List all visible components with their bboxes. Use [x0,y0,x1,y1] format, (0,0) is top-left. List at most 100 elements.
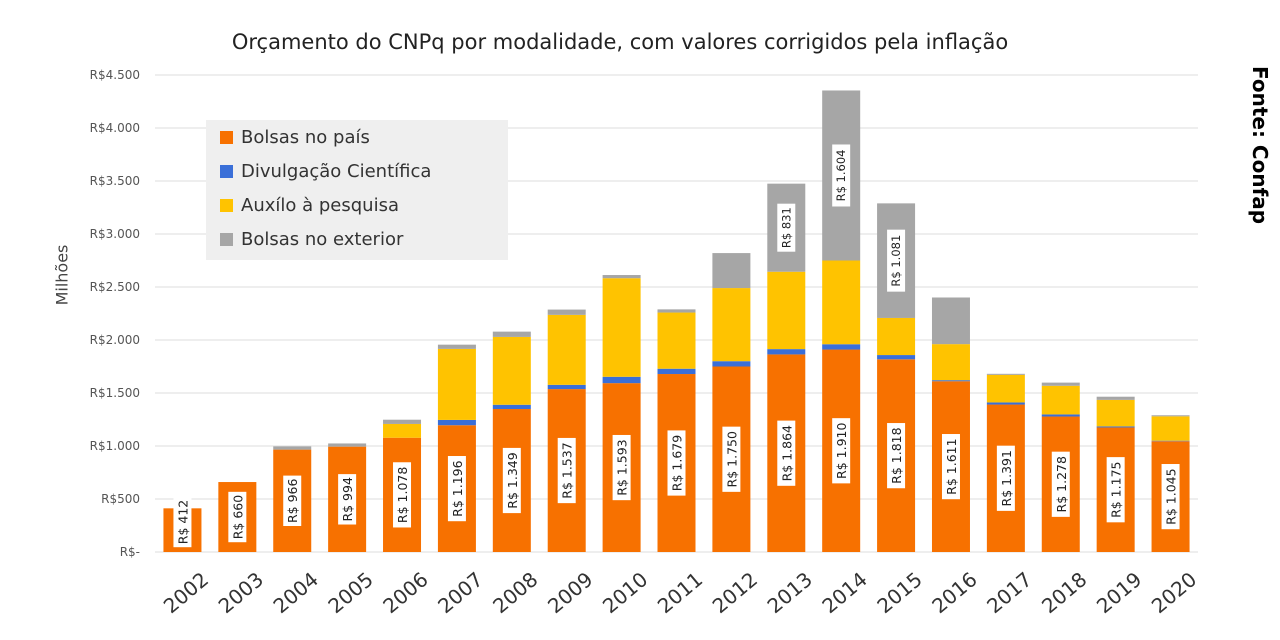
legend-item-bolsas-pais: Bolsas no país [220,124,370,150]
y-tick-label: R$4.500 [90,68,140,82]
bar-segment-auxilio [712,288,751,362]
bar-segment-divulgacao [822,344,861,350]
x-tick-label: 2016 [927,567,981,618]
bar-segment-auxilio [931,344,970,381]
legend-item-divulgacao: Divulgação Científica [220,158,431,184]
bar-segment-divulgacao [931,380,970,382]
x-tick-label: 2019 [1092,567,1146,618]
bar-segment-exterior [712,253,751,289]
source-label: Fonte: Confap [1248,66,1272,225]
data-label: R$ 1.679 [667,430,686,496]
bar-segment-divulgacao [986,402,1025,405]
x-tick-label: 2017 [982,567,1036,618]
data-label-text: R$ 1.537 [560,442,575,498]
data-label-text: R$ 1.391 [999,450,1014,506]
bar-segment-divulgacao [712,361,751,367]
bar-segment-divulgacao [877,355,916,360]
bar-segment-auxilio [767,271,806,350]
data-label-box [447,456,466,522]
bar-segment-exterior [547,309,586,315]
data-label-box [832,418,851,484]
x-tick-label: 2004 [269,567,323,618]
data-label: R$ 1.611 [941,434,960,500]
legend-label: Auxílo à pesquisa [241,194,399,216]
data-label-text: R$ 1.679 [670,435,685,491]
bar-segment-divulgacao [1151,440,1190,442]
x-tick-label: 2007 [433,567,487,618]
x-tick-label: 2010 [598,567,652,618]
bar-segment-exterior [931,297,970,345]
bar-segment-divulgacao [767,349,806,355]
data-label-text: R$ 660 [230,495,245,540]
x-tick-label: 2002 [159,567,213,618]
data-label-text: R$ 1.278 [1054,456,1069,512]
exterior-data-label: R$ 1.081 [887,229,906,292]
bar-segment-exterior [492,331,531,337]
data-label-box [612,434,631,501]
bar-segment-exterior [273,446,312,450]
legend-swatch-bolsas-pais [220,130,233,144]
legend-item-exterior: Bolsas no exterior [220,226,403,252]
bar-segment-exterior [986,373,1025,375]
data-label-box [283,475,302,527]
data-label: R$ 1.593 [612,434,631,501]
data-label-box [722,426,741,492]
data-label: R$ 966 [283,475,302,527]
data-label: R$ 1.278 [1051,451,1070,517]
data-label-box [1051,451,1070,517]
x-tick-label: 2013 [763,567,817,618]
chart-title: Orçamento do CNPq por modalidade, com va… [231,30,1009,54]
data-label: R$ 994 [338,474,357,525]
x-tick-label: 2020 [1147,567,1201,618]
data-label-text: R$ 1.175 [1109,462,1124,518]
data-label-text: R$ 1.078 [395,467,410,523]
x-tick-label: 2011 [653,567,707,618]
data-label: R$ 1.750 [722,426,741,492]
y-tick-label: R$2.500 [90,280,140,294]
bar-segment-divulgacao [1041,414,1080,417]
bar-segment-auxilio [492,336,531,405]
bar-segment-auxilio [602,278,641,377]
bar-segment-auxilio [877,317,916,356]
y-tick-label: R$1.500 [90,386,140,400]
legend-swatch-auxilio [220,198,233,212]
data-label: R$ 1.196 [447,456,466,522]
data-label-box [887,423,906,489]
bar-segment-divulgacao [1096,426,1135,428]
data-label: R$ 1.818 [887,423,906,489]
data-label-box [557,437,576,504]
data-label-text: R$ 1.910 [834,423,849,479]
bar-segment-exterior [657,309,696,313]
bar-segment-auxilio [547,314,586,385]
x-tick-label: 2008 [488,567,542,618]
data-label: R$ 1.349 [502,447,521,514]
data-label: R$ 1.175 [1106,457,1125,523]
exterior-label-text: R$ 1.604 [834,150,848,202]
data-label-box [1106,457,1125,523]
data-label-box [1161,464,1180,530]
bar-segment-divulgacao [657,368,696,375]
exterior-label-text: R$ 1.081 [889,235,903,287]
data-label-box [502,447,521,514]
legend: Bolsas no país Divulgação Científica Aux… [206,120,508,260]
bar-segment-auxilio [1096,399,1135,427]
bar-segment-exterior [328,443,367,447]
data-label: R$ 1.910 [832,418,851,484]
bar-segment-exterior [383,419,422,424]
y-tick-label: R$- [120,545,140,559]
data-label: R$ 660 [228,491,247,543]
y-tick-label: R$1.000 [90,439,140,453]
x-tick-label: 2014 [817,567,871,618]
y-tick-label: R$4.000 [90,121,140,135]
data-label-box [996,445,1015,511]
data-label: R$ 412 [173,496,192,548]
legend-swatch-exterior [220,232,233,246]
data-label: R$ 1.078 [393,462,412,528]
legend-label: Bolsas no exterior [241,228,404,250]
data-label-box [777,420,796,486]
data-label: R$ 1.045 [1161,464,1180,530]
legend-label: Divulgação Científica [241,160,432,182]
data-label-text: R$ 994 [340,477,355,522]
x-tick-label: 2009 [543,567,597,618]
